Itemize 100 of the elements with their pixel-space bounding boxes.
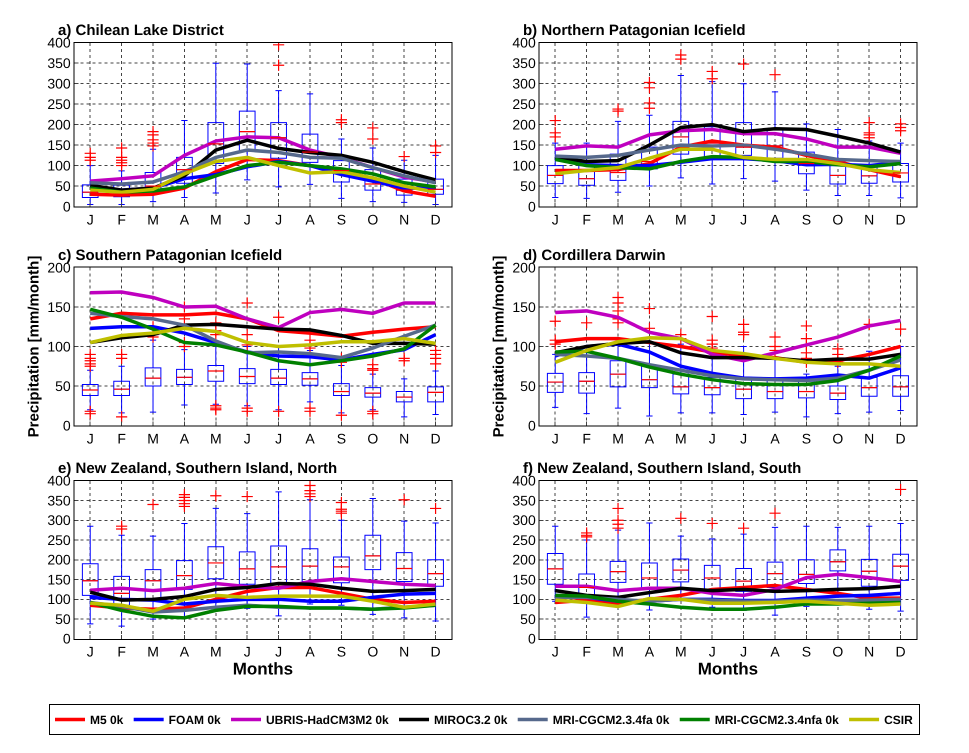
x-tick-label: S [336,644,346,660]
x-tick-label: A [644,644,655,660]
x-tick-label: A [770,430,780,446]
x-tick-label: J [552,430,559,446]
x-tick-label: M [147,211,159,228]
y-tick-label: 0 [528,198,536,214]
x-tick-label: J [275,644,282,660]
x-tick-label: O [367,211,378,228]
y-tick-label: 100 [512,338,536,354]
x-tick-label: D [896,430,906,446]
y-tick-label: 350 [47,492,71,508]
x-tick-label: F [582,211,591,228]
x-tick-label: J [244,211,251,228]
x-tick-label: S [336,211,346,228]
x-tick-label: O [832,211,844,228]
x-tick-label: N [399,430,410,446]
y-tick-label: 300 [47,512,71,528]
x-tick-label: M [674,644,687,660]
y-tick-label: 0 [62,417,71,434]
x-tick-label: J [552,644,559,660]
x-tick-label: F [117,644,126,660]
x-axis-title: Months [698,660,758,679]
y-tick-label: 300 [47,76,71,92]
legend-label: MIROC3.2 0k [434,713,508,728]
x-tick-label: J [740,430,748,446]
x-tick-label: A [770,644,780,660]
x-tick-label: A [770,211,780,228]
x-tick-label: N [864,644,874,660]
x-tick-label: O [832,644,844,660]
x-tick-label: M [210,644,222,660]
y-tick-label: 250 [512,96,536,112]
y-tick-label: 100 [47,338,71,354]
x-tick-label: M [674,211,687,228]
y-tick-label: 0 [528,417,536,434]
y-tick-label: 100 [512,157,536,174]
x-tick-label: M [147,430,159,446]
x-tick-label: M [612,211,624,228]
x-tick-label: M [210,430,222,446]
x-tick-label: S [336,430,346,446]
x-tick-label: J [708,644,716,660]
x-tick-label: J [552,211,559,228]
y-tick-label: 350 [512,55,536,72]
x-tick-label: M [210,211,222,228]
x-tick-label: M [612,430,624,446]
y-tick-label: 50 [55,378,71,394]
y-tick-label: 150 [512,298,536,315]
y-tick-label: 200 [512,116,536,133]
y-tick-label: 250 [512,532,536,548]
x-tick-label: J [275,430,282,446]
x-tick-label: J [86,211,94,228]
x-tick-label: A [305,211,316,228]
x-tick-label: D [430,644,441,660]
x-tick-label: D [430,211,441,228]
x-tick-label: J [244,644,251,660]
legend-label: FOAM 0k [168,713,222,728]
x-tick-label: S [802,644,812,660]
x-tick-label: A [180,644,190,660]
x-tick-label: A [180,211,190,228]
y-axis-title: Precipitation [mm/month] [490,256,508,438]
y-tick-label: 50 [55,178,71,194]
x-tick-label: J [86,644,94,660]
x-tick-label: N [864,430,874,446]
y-tick-label: 50 [520,178,536,194]
x-tick-label: M [612,644,624,660]
y-tick-label: 100 [47,157,71,174]
y-tick-label: 150 [47,137,71,154]
x-tick-label: A [644,430,655,446]
y-tick-label: 200 [512,552,536,568]
x-tick-label: O [367,644,378,660]
legend-label: MRI-CGCM2.3.4nfa 0k [714,713,840,728]
x-tick-label: N [399,644,410,660]
x-tick-label: J [244,430,251,446]
x-tick-label: J [740,644,748,660]
legend-label: CSIR [884,713,914,728]
x-tick-label: M [674,430,687,446]
x-tick-label: F [582,644,591,660]
x-tick-label: J [708,211,716,228]
x-tick-label: A [305,430,316,446]
x-tick-label: F [117,211,126,228]
y-tick-label: 50 [520,610,536,627]
x-tick-label: D [896,211,906,228]
x-tick-label: A [180,430,190,446]
y-tick-label: 150 [47,298,71,315]
x-tick-label: N [864,211,874,228]
x-tick-label: O [832,430,844,446]
x-tick-label: N [399,211,410,228]
x-tick-label: M [147,644,159,660]
x-tick-label: D [896,644,906,660]
y-tick-label: 250 [47,532,71,548]
y-tick-label: 150 [512,571,536,588]
y-tick-label: 300 [512,512,536,528]
x-tick-label: F [117,430,126,446]
y-tick-label: 250 [47,96,71,112]
x-tick-label: D [430,430,441,446]
x-tick-label: J [708,430,716,446]
y-tick-label: 200 [47,552,71,568]
y-tick-label: 200 [47,116,71,133]
x-tick-label: J [740,211,748,228]
x-tick-label: A [644,211,655,228]
y-tick-label: 100 [47,591,71,608]
